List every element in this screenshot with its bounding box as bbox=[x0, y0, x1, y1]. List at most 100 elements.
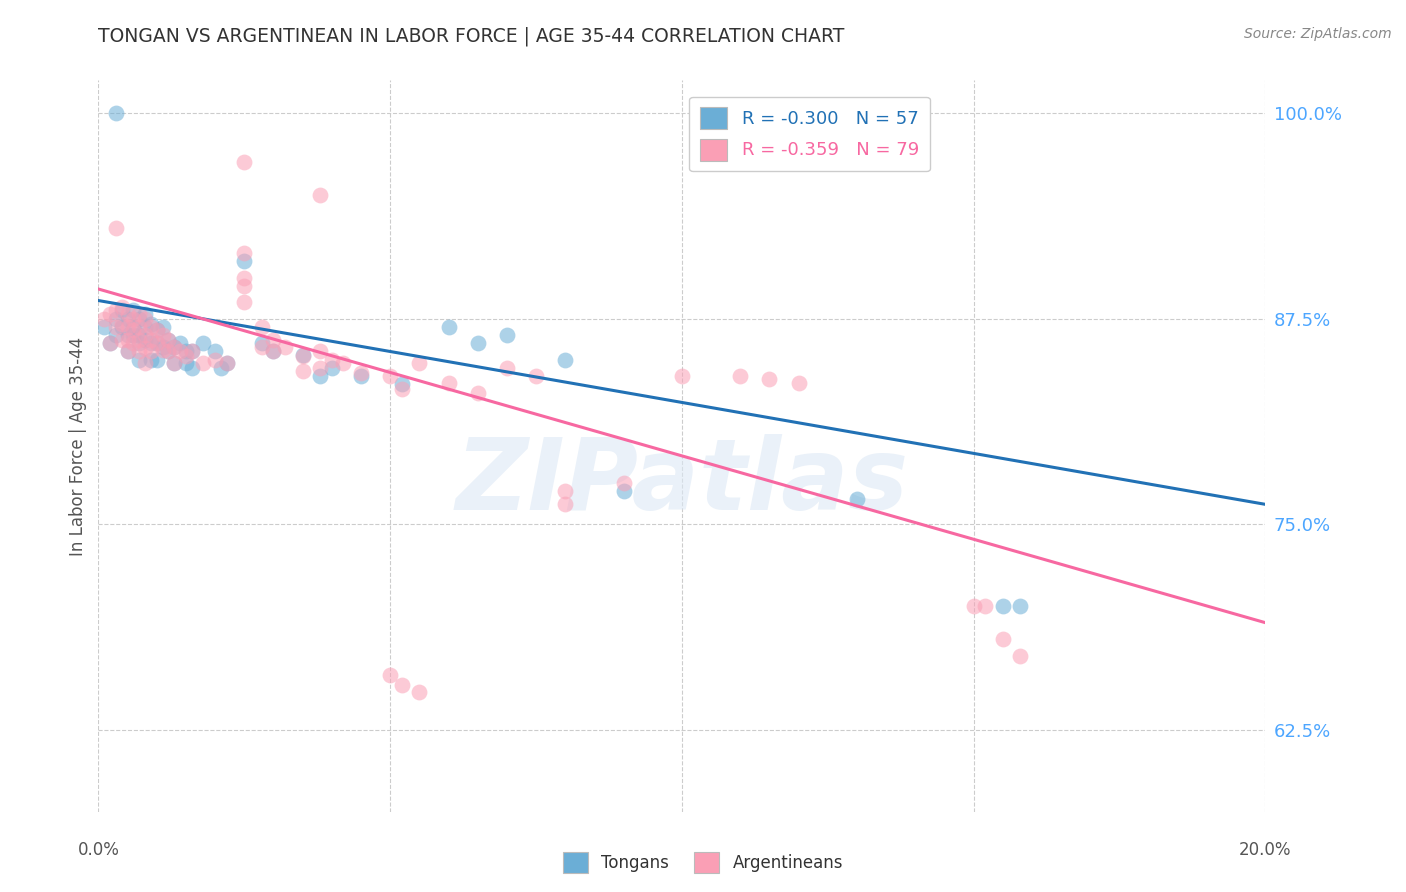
Point bbox=[262, 333, 284, 347]
Point bbox=[157, 333, 180, 347]
Point bbox=[152, 343, 174, 357]
Point bbox=[93, 311, 115, 326]
Point bbox=[991, 632, 1014, 647]
Point bbox=[117, 344, 139, 359]
Point bbox=[128, 311, 150, 326]
Point bbox=[204, 344, 226, 359]
Point bbox=[128, 319, 150, 334]
Point bbox=[169, 344, 191, 359]
Point bbox=[408, 356, 430, 370]
Point bbox=[111, 333, 134, 347]
Point bbox=[962, 599, 984, 614]
Point bbox=[554, 497, 576, 511]
Legend: R = -0.300   N = 57, R = -0.359   N = 79: R = -0.300 N = 57, R = -0.359 N = 79 bbox=[689, 96, 929, 171]
Point bbox=[233, 254, 256, 268]
Point bbox=[139, 344, 162, 359]
Point bbox=[128, 307, 150, 321]
Point bbox=[309, 344, 332, 359]
Point bbox=[467, 336, 489, 351]
Point bbox=[146, 323, 169, 337]
Point bbox=[193, 356, 215, 370]
Point bbox=[846, 492, 869, 507]
Point bbox=[117, 344, 139, 359]
Point bbox=[157, 333, 180, 347]
Point bbox=[262, 344, 284, 359]
Point bbox=[163, 340, 186, 354]
Point bbox=[274, 340, 297, 354]
Point bbox=[134, 333, 156, 347]
Point bbox=[233, 295, 256, 310]
Point bbox=[169, 336, 191, 351]
Point bbox=[233, 278, 256, 293]
Point bbox=[134, 307, 156, 321]
Point bbox=[291, 364, 314, 378]
Point bbox=[146, 336, 169, 351]
Point bbox=[332, 356, 354, 370]
Point bbox=[437, 319, 460, 334]
Text: ZIPatlas: ZIPatlas bbox=[456, 434, 908, 531]
Point bbox=[128, 333, 150, 347]
Point bbox=[104, 106, 127, 120]
Point bbox=[117, 319, 139, 334]
Point bbox=[350, 366, 373, 380]
Point bbox=[262, 344, 284, 359]
Point bbox=[104, 328, 127, 343]
Point bbox=[380, 668, 402, 682]
Point bbox=[1010, 648, 1032, 663]
Point bbox=[157, 344, 180, 359]
Point bbox=[233, 245, 256, 260]
Point bbox=[408, 684, 430, 698]
Point bbox=[758, 372, 780, 386]
Point bbox=[98, 307, 121, 321]
Point bbox=[139, 319, 162, 334]
Point bbox=[180, 344, 202, 359]
Text: Source: ZipAtlas.com: Source: ZipAtlas.com bbox=[1244, 27, 1392, 41]
Point bbox=[350, 369, 373, 384]
Point bbox=[250, 336, 273, 351]
Point bbox=[554, 484, 576, 499]
Point bbox=[1010, 599, 1032, 614]
Point bbox=[104, 221, 127, 235]
Point bbox=[612, 484, 634, 499]
Point bbox=[291, 350, 314, 364]
Point bbox=[215, 356, 238, 370]
Point bbox=[117, 311, 139, 326]
Point bbox=[174, 350, 197, 364]
Point bbox=[134, 319, 156, 334]
Text: 0.0%: 0.0% bbox=[77, 841, 120, 859]
Point bbox=[554, 352, 576, 367]
Legend: Tongans, Argentineans: Tongans, Argentineans bbox=[557, 846, 849, 880]
Point bbox=[152, 340, 174, 354]
Point bbox=[1080, 838, 1102, 852]
Point bbox=[122, 303, 145, 318]
Point bbox=[104, 303, 127, 318]
Point bbox=[122, 328, 145, 343]
Point bbox=[163, 356, 186, 370]
Point bbox=[730, 369, 752, 384]
Point bbox=[117, 307, 139, 321]
Point bbox=[111, 317, 134, 331]
Point bbox=[496, 360, 519, 375]
Point bbox=[974, 599, 997, 614]
Point bbox=[122, 311, 145, 326]
Point bbox=[671, 369, 693, 384]
Point bbox=[233, 155, 256, 169]
Point bbox=[250, 340, 273, 354]
Point bbox=[291, 348, 314, 362]
Point bbox=[174, 344, 197, 359]
Point bbox=[139, 352, 162, 367]
Point bbox=[146, 336, 169, 351]
Point bbox=[180, 360, 202, 375]
Point bbox=[209, 360, 232, 375]
Point bbox=[139, 333, 162, 347]
Point bbox=[380, 369, 402, 384]
Point bbox=[309, 369, 332, 384]
Point bbox=[93, 319, 115, 334]
Point bbox=[163, 340, 186, 354]
Point bbox=[139, 317, 162, 331]
Point bbox=[157, 344, 180, 359]
Point bbox=[134, 311, 156, 326]
Point bbox=[321, 360, 343, 375]
Point bbox=[128, 352, 150, 367]
Point bbox=[152, 319, 174, 334]
